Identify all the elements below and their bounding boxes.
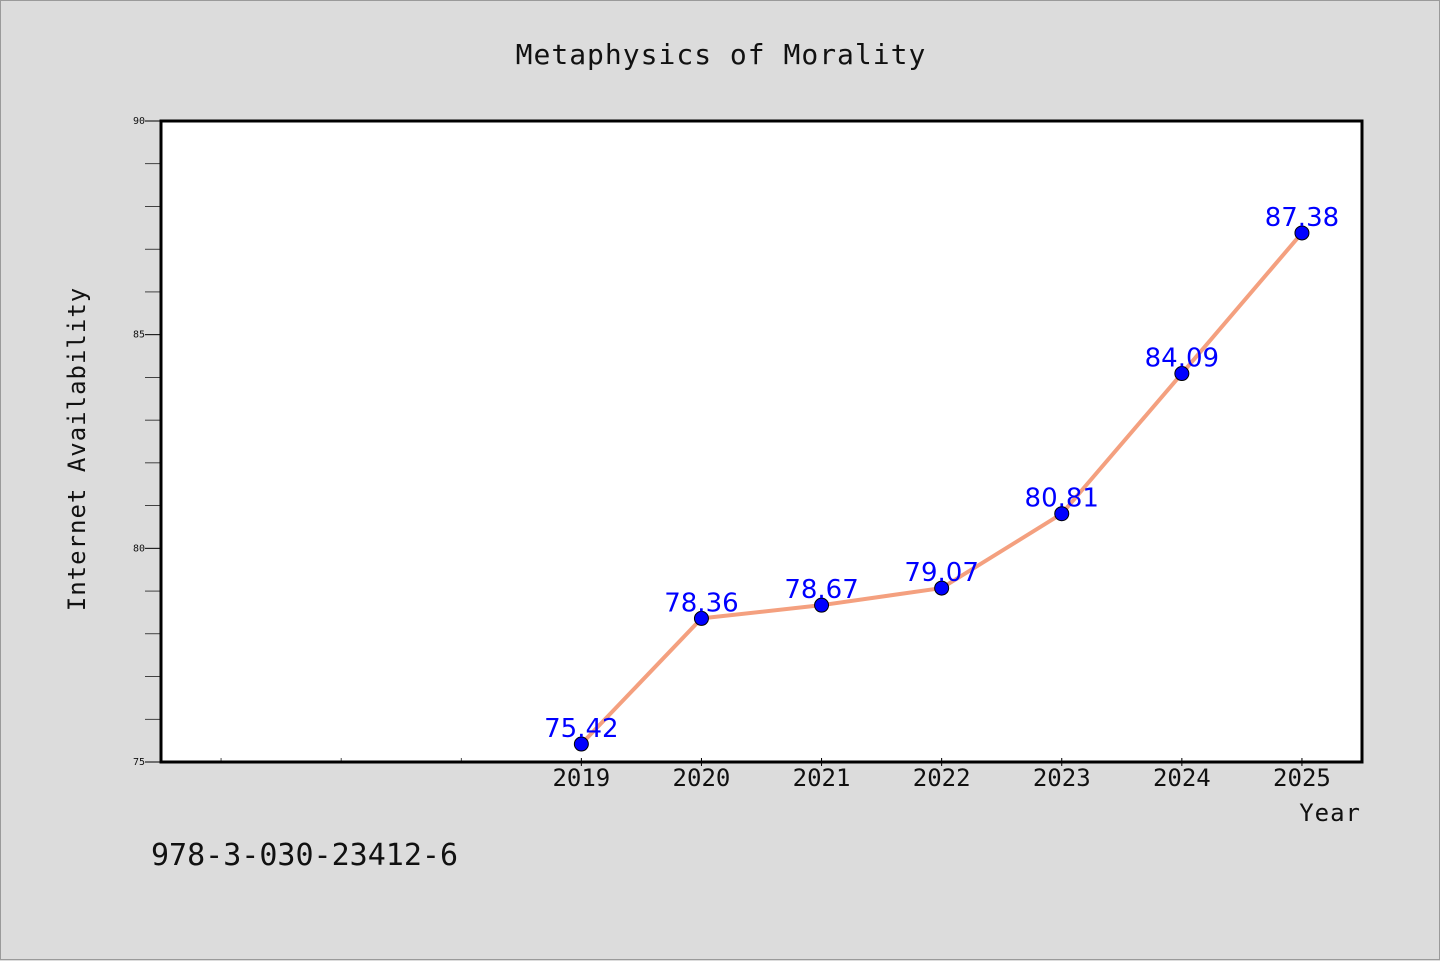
x-tick-label: 2025 [1273,764,1331,792]
x-axis: 2019 2020 2021 2022 2023 2024 2025 [220,758,1331,792]
data-point [814,597,830,613]
data-point [573,736,589,752]
chart-title: Metaphysics of Morality [516,38,927,71]
y-tick-label: 75 [133,757,145,768]
y-tick-label: 85 [133,330,145,341]
y-tick-label: 80 [133,543,145,554]
data-label: 79.07 [904,558,978,588]
data-label: 75.42 [544,714,618,744]
data-label: 80.81 [1025,484,1099,514]
data-label: 78.67 [784,575,858,605]
x-tick-label: 2019 [552,764,610,792]
y-axis-label: Internet Availability [63,287,91,611]
data-label: 84.09 [1145,344,1219,374]
x-tick-label: 2023 [1033,764,1091,792]
data-markers [573,225,1310,752]
y-tick-label: 90 [133,116,145,127]
data-label: 87.38 [1265,203,1339,233]
data-label: 78.36 [664,588,738,618]
x-tick-label: 2020 [673,764,731,792]
data-point [1174,366,1190,382]
plot-area [159,119,1364,764]
data-labels: 75.42 78.36 78.67 79.07 80.81 84.09 87.38 [544,203,1339,744]
data-point [693,610,709,626]
x-tick-label: 2024 [1153,764,1211,792]
data-point [934,580,950,596]
data-point [1294,225,1310,241]
x-tick-label: 2021 [793,764,851,792]
footer-code: 978-3-030-23412-6 [151,838,458,873]
x-tick-label: 2022 [913,764,971,792]
data-point [1054,506,1070,522]
y-axis: 75 80 85 90 [133,116,161,768]
x-axis-label: Year [1299,799,1361,827]
